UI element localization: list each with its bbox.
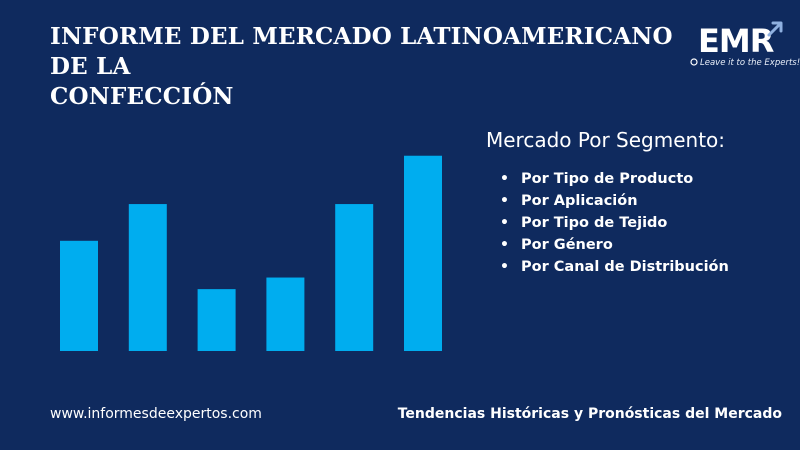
bar-2 — [128, 204, 167, 351]
bar-3 — [197, 289, 236, 351]
bar-1 — [60, 240, 98, 351]
page-title: INFORME DEL MERCADO LATINOAMERICANO DE L… — [50, 22, 690, 112]
title-line-1: INFORME DEL MERCADO LATINOAMERICANO DE L… — [50, 23, 673, 80]
bullet-icon: • — [500, 193, 509, 209]
bar-6 — [404, 155, 442, 351]
segment-item: • Por Género — [500, 234, 729, 256]
segment-list: • Por Tipo de Producto • Por Aplicación • P… — [500, 168, 729, 278]
segment-item: • Por Tipo de Tejido — [500, 212, 729, 234]
emr-logo: EMR Leave it to the Experts! — [688, 20, 800, 76]
logo-dot-icon — [690, 58, 698, 66]
title-line-2: CONFECCIÓN — [50, 83, 234, 110]
segment-item: • Por Aplicación — [500, 190, 729, 212]
footer-tagline: Tendencias Históricas y Pronósticas del … — [397, 406, 782, 422]
segment-title: Mercado Por Segmento: — [486, 128, 726, 152]
segment-item: • Por Tipo de Producto — [500, 168, 729, 190]
segment-item: • Por Canal de Distribución — [500, 256, 729, 278]
bar-4 — [266, 277, 305, 351]
bullet-icon: • — [500, 259, 509, 275]
bullet-icon: • — [500, 171, 509, 187]
logo-text: EMR — [698, 22, 774, 60]
bar-5 — [335, 204, 374, 351]
arrow-up-right-icon — [767, 21, 783, 37]
bullet-icon: • — [500, 237, 509, 253]
logo-tagline: Leave it to the Experts! — [700, 58, 800, 68]
bullet-icon: • — [500, 215, 509, 231]
website-link[interactable]: www.informesdeexpertos.com — [50, 406, 262, 422]
